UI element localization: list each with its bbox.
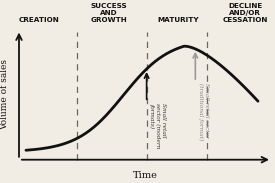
Text: MATURITY: MATURITY [158, 17, 199, 23]
Text: Small retail sector
(traditional format): Small retail sector (traditional format) [198, 83, 209, 141]
Text: CREATION: CREATION [19, 17, 60, 23]
Text: Time: Time [133, 171, 158, 180]
Text: Small retail
sector (modern
formats): Small retail sector (modern formats) [149, 103, 166, 149]
Text: DECLINE
AND/OR
CESSATION: DECLINE AND/OR CESSATION [223, 3, 268, 23]
Text: Volume of sales: Volume of sales [1, 59, 10, 130]
Text: SUCCESS
AND
GROWTH: SUCCESS AND GROWTH [90, 3, 127, 23]
